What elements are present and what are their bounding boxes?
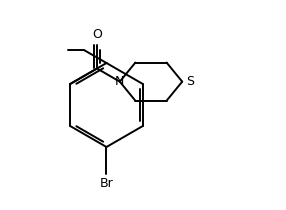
Text: O: O (92, 28, 102, 41)
Text: S: S (186, 75, 194, 88)
Text: Br: Br (100, 177, 113, 190)
Text: N: N (115, 75, 124, 88)
